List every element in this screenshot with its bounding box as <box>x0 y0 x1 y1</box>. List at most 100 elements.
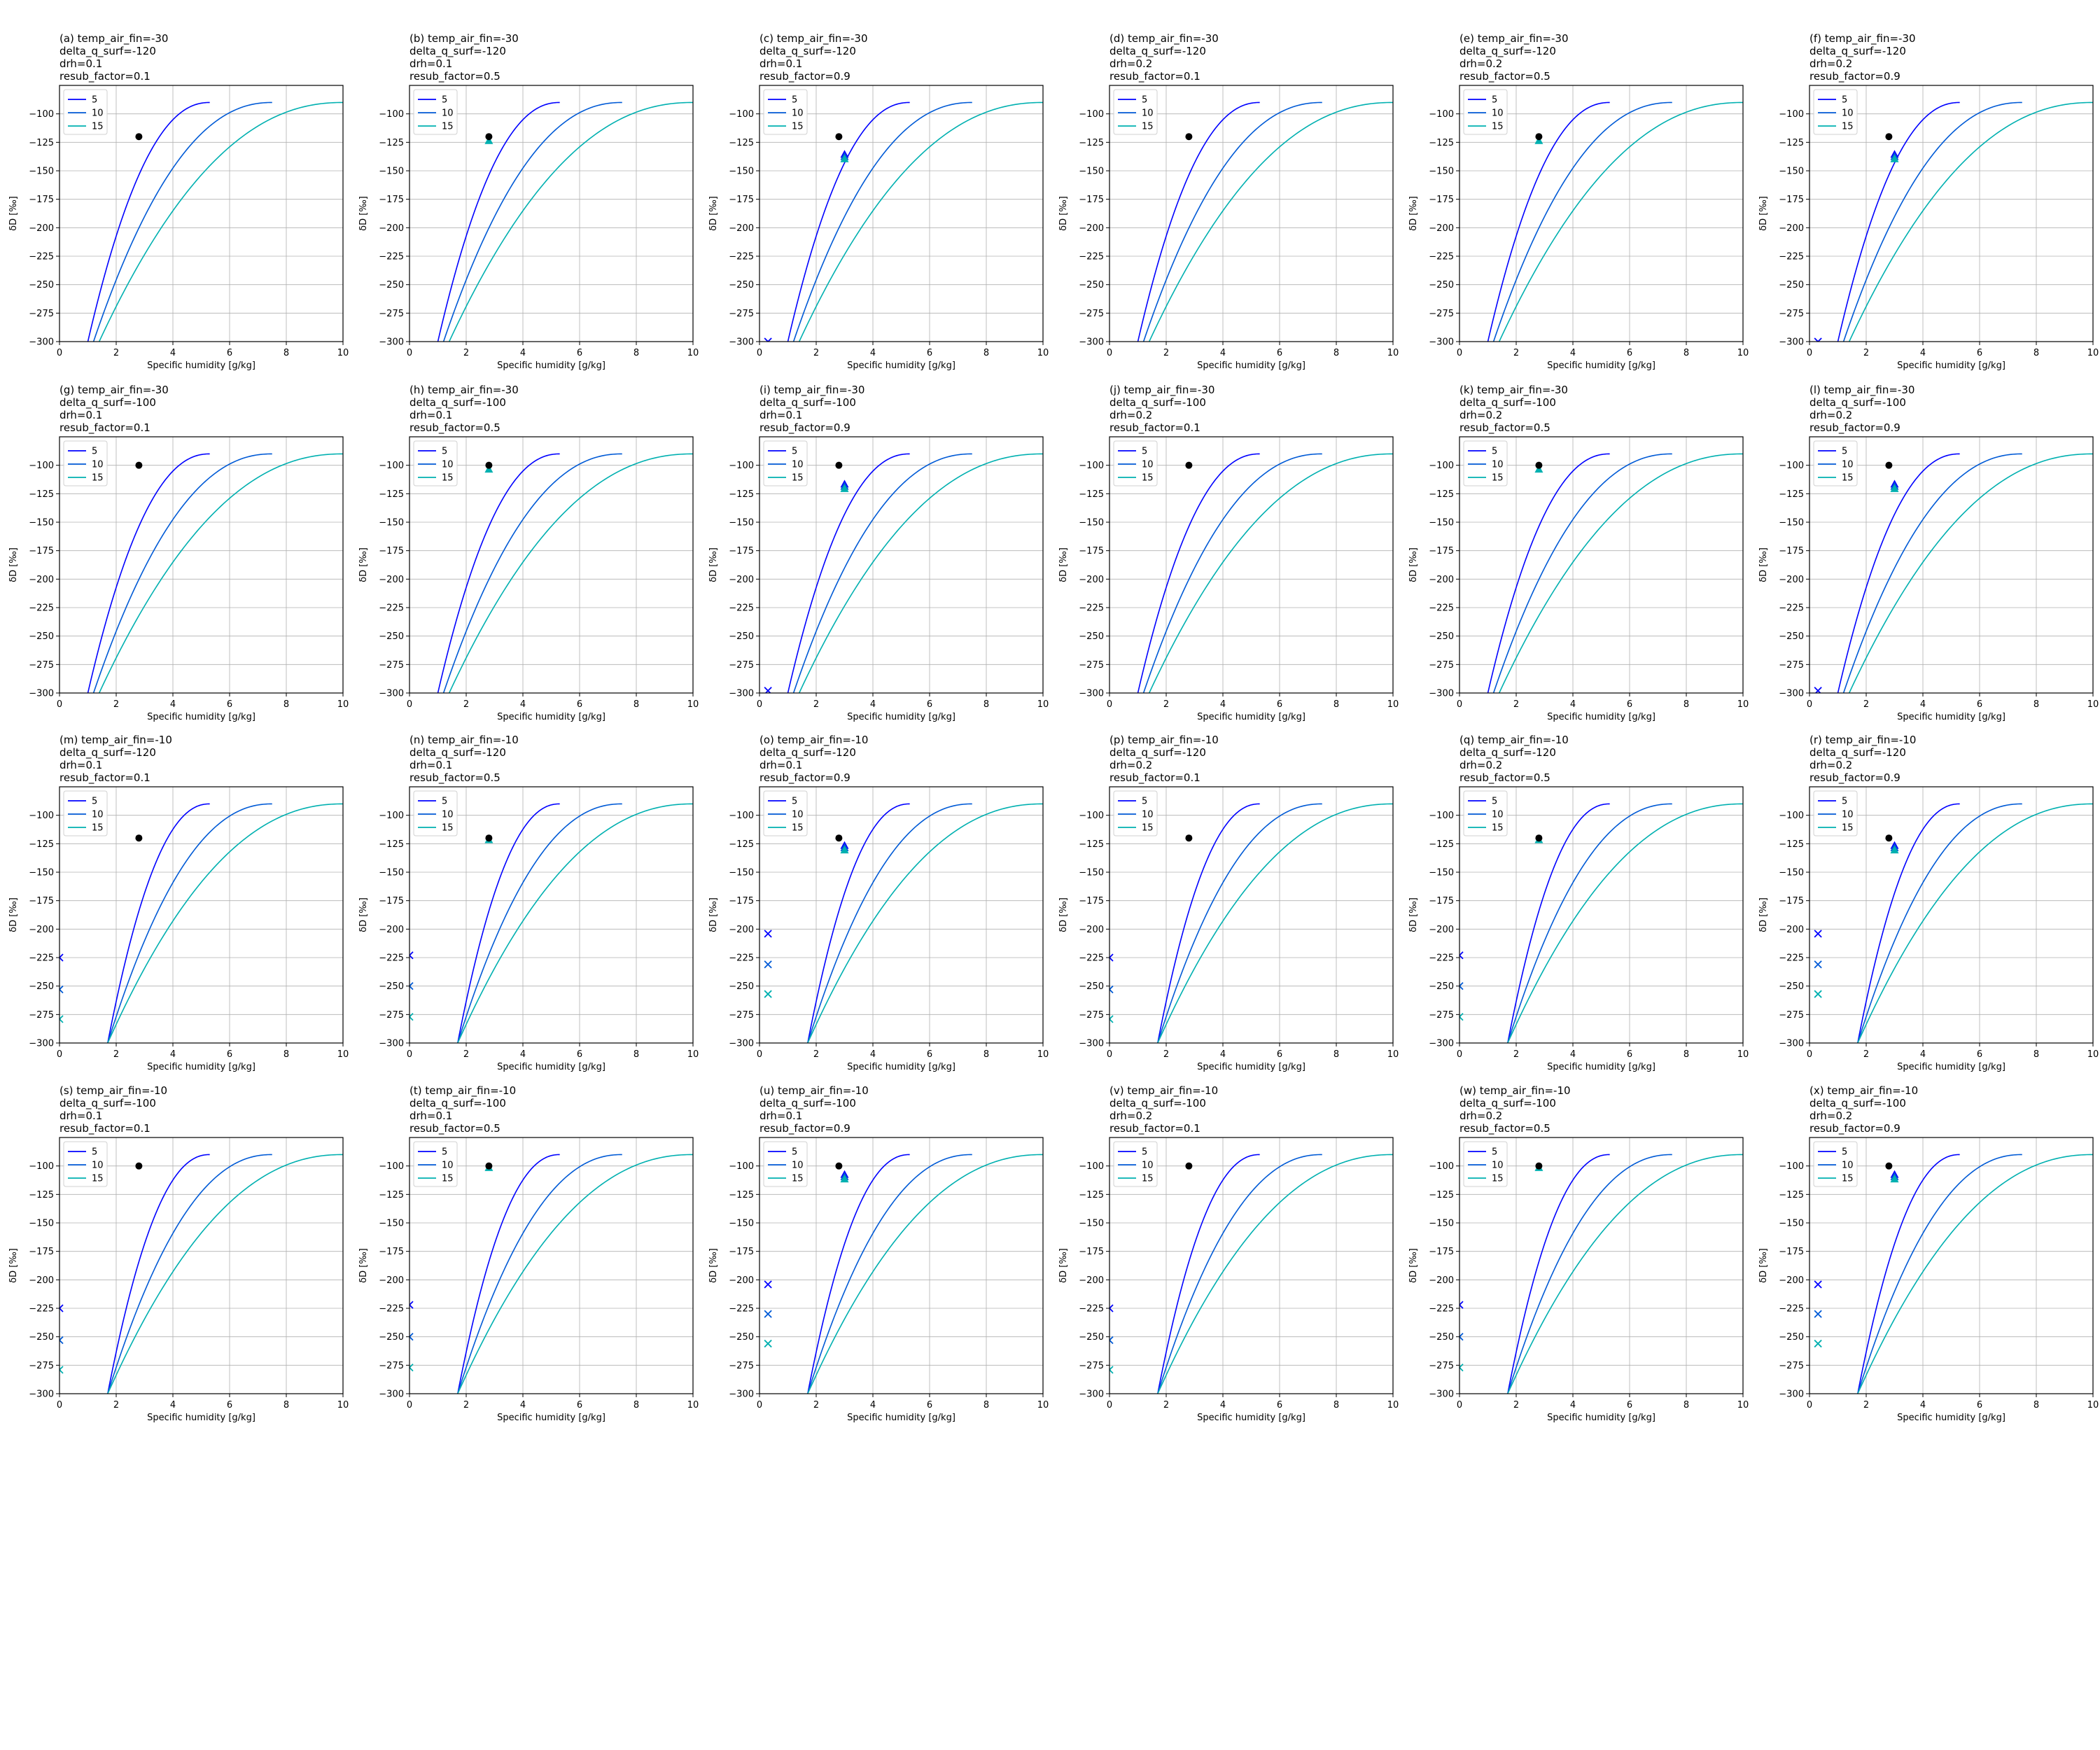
y-tick-label: −300 <box>29 1390 54 1400</box>
x-tick-label: 2 <box>813 1049 819 1060</box>
x-tick-label: 2 <box>463 1049 469 1060</box>
series-line-10 <box>92 453 272 693</box>
x-tick-label: 4 <box>1570 699 1576 710</box>
series-line-10 <box>442 102 622 342</box>
legend-box <box>1463 790 1508 836</box>
x-tick-label: 10 <box>1387 1400 1399 1410</box>
x-tick-label: 0 <box>1807 348 1812 358</box>
y-tick-label: −300 <box>1079 1390 1104 1400</box>
axes-frame <box>1459 1137 1744 1394</box>
y-tick-label: −150 <box>729 1219 754 1229</box>
legend-label-10: 10 <box>442 1161 454 1171</box>
x-tick-label: 8 <box>2033 1049 2039 1060</box>
triangle-marker <box>1890 1175 1899 1183</box>
initial-point <box>485 834 493 842</box>
panel-title-line: resub_factor=0.9 <box>1809 771 1900 785</box>
y-tick-label: −250 <box>1429 1332 1454 1343</box>
x-tick-label: 6 <box>227 348 232 358</box>
legend-label-5: 5 <box>1492 95 1497 106</box>
x-tick-label: 2 <box>1163 348 1169 358</box>
panel-title-line: delta_q_surf=-120 <box>760 746 856 760</box>
x-tick-label: 8 <box>634 1400 639 1410</box>
legend-box <box>1463 1141 1508 1187</box>
x-tick-label: 4 <box>1920 699 1926 710</box>
panel-title-line: (a) temp_air_fin=-30 <box>59 32 168 46</box>
x-tick-label: 6 <box>927 1049 932 1060</box>
panel-n: (n) temp_air_fin=-10delta_q_surf=-120drh… <box>358 734 699 1072</box>
y-tick-label: −100 <box>1079 461 1104 471</box>
x-marker <box>764 960 772 969</box>
x-tick-label: 10 <box>687 1049 699 1060</box>
y-tick-label: −225 <box>729 252 754 262</box>
x-axis-label: Specific humidity [g/kg] <box>497 1062 606 1072</box>
legend-label-15: 15 <box>92 122 104 132</box>
legend-label-15: 15 <box>792 473 804 484</box>
panel-a: (a) temp_air_fin=-30delta_q_surf=-120drh… <box>8 32 349 371</box>
y-tick-label: −250 <box>379 280 404 290</box>
y-tick-label: −100 <box>379 1161 404 1172</box>
panel-title-line: delta_q_surf=-100 <box>760 1097 856 1110</box>
y-tick-label: −225 <box>729 953 754 964</box>
panel-title-line: drh=0.2 <box>1110 409 1152 421</box>
y-tick-label: −300 <box>1079 337 1104 348</box>
y-tick-label: −200 <box>1779 575 1804 585</box>
panel-title-line: (j) temp_air_fin=-30 <box>1110 384 1214 397</box>
initial-point <box>1885 133 1893 141</box>
x-tick-label: 8 <box>1334 1400 1339 1410</box>
series-line-15 <box>1507 803 1743 1043</box>
y-tick-label: −150 <box>29 518 54 528</box>
x-axis-label: Specific humidity [g/kg] <box>497 712 606 722</box>
y-tick-label: −225 <box>1079 953 1104 964</box>
x-tick-label: 4 <box>1920 348 1926 358</box>
y-tick-label: −225 <box>1429 252 1454 262</box>
x-tick-label: 4 <box>520 699 526 710</box>
legend-label-15: 15 <box>1842 823 1854 834</box>
panel-title-line: resub_factor=0.1 <box>1110 771 1200 785</box>
x-axis-label: Specific humidity [g/kg] <box>1897 1413 2005 1423</box>
initial-point <box>485 133 493 141</box>
panel-b: (b) temp_air_fin=-30delta_q_surf=-120drh… <box>358 32 699 371</box>
panel-title-line: delta_q_surf=-120 <box>59 45 156 58</box>
x-axis-label: Specific humidity [g/kg] <box>1897 712 2005 722</box>
axes-frame <box>59 1137 344 1394</box>
y-axis-label: δD [‰] <box>8 897 19 932</box>
y-tick-label: −225 <box>1429 603 1454 614</box>
panel-title-line: drh=0.1 <box>410 1110 452 1122</box>
legend-label-10: 10 <box>92 810 104 820</box>
series-line-5 <box>457 1154 560 1394</box>
series-line-5 <box>1137 453 1260 693</box>
x-tick-label: 2 <box>1163 699 1169 710</box>
x-axis-label: Specific humidity [g/kg] <box>147 360 255 371</box>
axes-frame <box>1459 436 1744 694</box>
y-tick-label: −200 <box>1429 1275 1454 1286</box>
x-tick-label: 0 <box>1457 348 1462 358</box>
axes-frame <box>1809 85 2094 342</box>
y-tick-label: −225 <box>379 1304 404 1315</box>
y-tick-label: −175 <box>1779 195 1804 205</box>
legend-label-5: 5 <box>1142 95 1147 106</box>
y-tick-label: −150 <box>1429 518 1454 528</box>
y-tick-label: −250 <box>1079 1332 1104 1343</box>
series-line-5 <box>1137 102 1260 342</box>
series-line-10 <box>1157 1154 1322 1394</box>
series-line-5 <box>437 453 560 693</box>
x-tick-label: 0 <box>1107 699 1112 710</box>
legend: 5 10 15 <box>63 440 108 486</box>
legend-label-5: 5 <box>1142 447 1147 457</box>
y-tick-label: −175 <box>1079 195 1104 205</box>
panel-w: (w) temp_air_fin=-10delta_q_surf=-100drh… <box>1408 1084 1749 1423</box>
series-line-5 <box>1157 803 1260 1043</box>
panel-title-line: drh=0.2 <box>1809 1110 1852 1122</box>
x-marker <box>1814 1280 1822 1289</box>
series-line-15 <box>1857 1154 2093 1394</box>
initial-point <box>1535 834 1543 842</box>
axes-frame <box>409 436 694 694</box>
panel-title-line: resub_factor=0.5 <box>1460 421 1550 435</box>
legend: 5 10 15 <box>763 790 808 836</box>
y-tick-label: −150 <box>379 518 404 528</box>
legend-label-10: 10 <box>92 460 104 470</box>
panel-title-line: resub_factor=0.1 <box>1110 421 1200 435</box>
panel-title-line: delta_q_surf=-120 <box>410 45 506 58</box>
x-tick-label: 6 <box>577 1400 582 1410</box>
x-tick-label: 6 <box>1977 1049 1982 1060</box>
